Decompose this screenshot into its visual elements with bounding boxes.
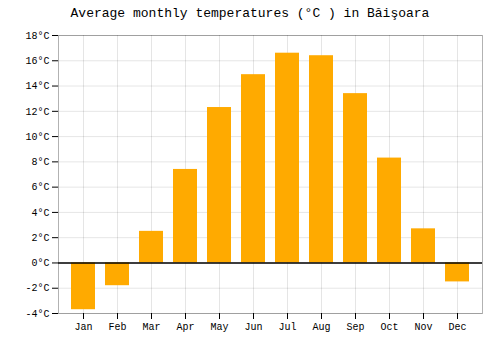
svg-text:Oct: Oct (380, 322, 398, 333)
svg-text:8°C: 8°C (31, 157, 49, 168)
svg-text:Dec: Dec (448, 322, 466, 333)
svg-text:Feb: Feb (108, 322, 126, 333)
svg-text:Apr: Apr (176, 322, 194, 333)
svg-text:Sep: Sep (346, 322, 364, 333)
svg-text:18°C: 18°C (25, 31, 49, 42)
svg-text:14°C: 14°C (25, 81, 49, 92)
svg-text:2°C: 2°C (31, 233, 49, 244)
svg-text:Jun: Jun (244, 322, 262, 333)
svg-text:Mar: Mar (142, 322, 160, 333)
svg-text:-2°C: -2°C (25, 283, 49, 294)
svg-text:Aug: Aug (312, 322, 330, 333)
svg-text:12°C: 12°C (25, 107, 49, 118)
svg-text:May: May (210, 322, 228, 333)
html-text:Average monthly temperatures (: Average monthly temperatures (°C ) in Bă… (70, 6, 430, 21)
svg-text:Nov: Nov (414, 322, 432, 333)
svg-text:10°C: 10°C (25, 132, 49, 143)
svg-text:-4°C: -4°C (25, 309, 49, 320)
svg-text:6°C: 6°C (31, 182, 49, 193)
svg-text:4°C: 4°C (31, 208, 49, 219)
svg-text:16°C: 16°C (25, 56, 49, 67)
svg-text:Jul: Jul (278, 322, 296, 333)
svg-text:Jan: Jan (74, 322, 92, 333)
svg-text:0°C: 0°C (31, 258, 49, 269)
